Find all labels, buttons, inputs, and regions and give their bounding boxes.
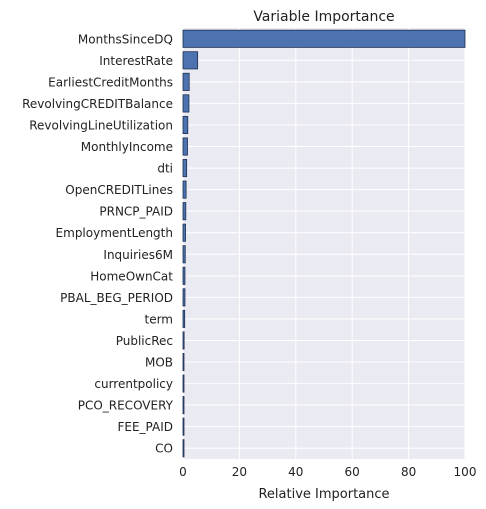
category-label: term (145, 312, 174, 326)
bar-interestrate (182, 51, 199, 70)
category-label: EarliestCreditMonths (48, 75, 173, 89)
bar-prncp-paid (182, 202, 187, 221)
category-label: dti (157, 162, 173, 176)
x-tick-labels: 0 20 40 60 80 100 (179, 465, 476, 479)
category-label: EmploymentLength (56, 226, 173, 240)
bar-co (182, 439, 185, 458)
bar-opencreditlines (182, 180, 187, 199)
category-label: PBAL_BEG_PERIOD (60, 291, 173, 305)
bar-earliestcreditmonths (182, 72, 190, 91)
category-label: FEE_PAID (117, 420, 173, 434)
category-label: OpenCREDITLines (65, 183, 173, 197)
category-label: MonthlyIncome (81, 140, 173, 154)
x-tick-label: 0 (179, 465, 187, 479)
bar-currentpolicy (182, 374, 185, 393)
category-label: PRNCP_PAID (99, 205, 173, 219)
category-label: RevolvingCREDITBalance (22, 97, 173, 111)
category-label: MonthsSinceDQ (78, 32, 173, 46)
grid-lines (182, 28, 466, 459)
category-label: HomeOwnCat (90, 269, 173, 283)
x-tick-label: 40 (288, 465, 303, 479)
bar-pco-recovery (182, 396, 185, 415)
bar-homeowncat (182, 266, 186, 285)
bars (182, 29, 466, 458)
plot-area (183, 28, 465, 459)
bar-revolvingcreditbalance (182, 94, 190, 113)
category-label: MOB (145, 356, 173, 370)
bar-fee-paid (182, 417, 185, 436)
bar-employmentlength (182, 223, 186, 242)
bar-publicrec (182, 331, 185, 350)
category-labels: MonthsSinceDQ InterestRate EarliestCreditM… (22, 32, 174, 455)
category-label: RevolvingLineUtilization (29, 118, 173, 132)
bar-monthssincedq (182, 29, 466, 48)
x-axis-title: Relative Importance (258, 487, 389, 502)
category-label: Inquiries6M (103, 248, 173, 262)
bar-revolvinglineutilization (182, 115, 189, 134)
bar-monthlyincome (182, 137, 188, 156)
x-tick-label: 20 (232, 465, 247, 479)
x-tick-label: 100 (454, 465, 477, 479)
category-label: PCO_RECOVERY (78, 399, 174, 413)
category-label: currentpolicy (94, 377, 173, 391)
bar-mob (182, 353, 185, 372)
x-tick-label: 80 (401, 465, 416, 479)
chart-title: Variable Importance (253, 9, 394, 25)
category-label: InterestRate (99, 54, 173, 68)
x-tick-label: 60 (345, 465, 360, 479)
bar-term (182, 309, 186, 328)
category-label: PublicRec (116, 334, 173, 348)
category-label: CO (155, 442, 173, 456)
bar-inquiries6m (182, 245, 186, 264)
bar-dti (182, 159, 188, 178)
bar-pbal-beg-period (182, 288, 186, 307)
